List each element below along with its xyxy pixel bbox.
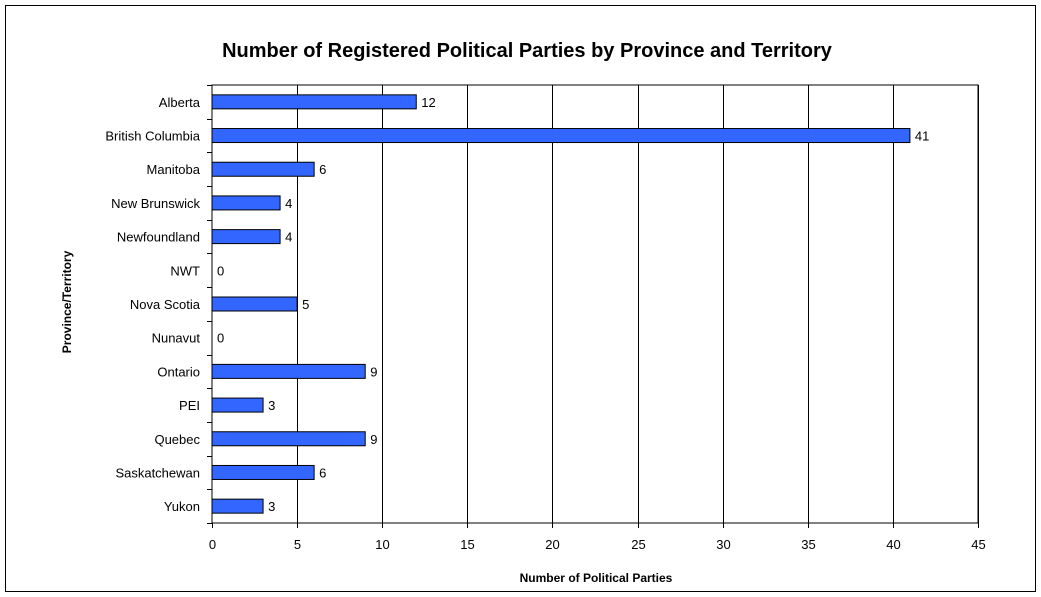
- x-tick-label: 0: [209, 537, 216, 552]
- bar: [211, 464, 315, 480]
- y-tick-label: NWT: [170, 263, 200, 278]
- bar: [211, 498, 264, 514]
- y-axis-title: Province/Territory: [60, 250, 74, 353]
- y-tick-label: PEI: [179, 398, 200, 413]
- data-label: 0: [217, 263, 224, 278]
- x-tick-label: 10: [375, 537, 389, 552]
- data-label: 4: [285, 196, 292, 211]
- data-label: 0: [217, 331, 224, 346]
- x-axis-tick-labels: 0 5 10 15 20 25 30 35 40 45: [209, 537, 986, 552]
- y-tick-label: Quebec: [154, 432, 200, 447]
- bars: [211, 94, 911, 514]
- y-tick-label: Yukon: [164, 499, 200, 514]
- chart-frame: [5, 5, 1036, 592]
- y-tick-label: Nunavut: [152, 331, 201, 346]
- plot-border: [211, 84, 979, 524]
- x-tick-label: 40: [886, 537, 900, 552]
- y-tick-label: Newfoundland: [117, 230, 200, 245]
- gridlines: [207, 85, 979, 528]
- data-label: 4: [285, 230, 292, 245]
- y-tick-label: Alberta: [159, 95, 201, 110]
- data-label: 6: [319, 465, 326, 480]
- bar: [211, 128, 911, 144]
- data-label: 6: [319, 162, 326, 177]
- y-tick-label: Manitoba: [147, 162, 201, 177]
- y-axis-tick-labels: Alberta British Columbia Manitoba New Bruns…: [105, 95, 200, 514]
- bar: [211, 161, 315, 177]
- bar: [211, 296, 298, 312]
- bar: [211, 94, 417, 110]
- data-label: 12: [421, 95, 435, 110]
- y-tick-label: British Columbia: [105, 129, 200, 144]
- data-label: 9: [370, 432, 377, 447]
- x-tick-label: 5: [294, 537, 301, 552]
- x-tick-label: 35: [801, 537, 815, 552]
- bar: [211, 363, 366, 379]
- y-tick-label: Ontario: [157, 364, 200, 379]
- y-tick-label: Saskatchewan: [115, 465, 200, 480]
- data-label: 9: [370, 364, 377, 379]
- x-tick-label: 25: [631, 537, 645, 552]
- plot-area: [211, 84, 979, 524]
- y-tick-label: Nova Scotia: [130, 297, 201, 312]
- y-tick-label: New Brunswick: [111, 196, 200, 211]
- x-tick-label: 45: [971, 537, 985, 552]
- data-labels: 12 41 6 4 4 0 5 0 9 3 9 6 3: [217, 95, 929, 514]
- bar: [211, 397, 264, 413]
- x-tick-label: 15: [460, 537, 474, 552]
- chart-title: Number of Registered Political Parties b…: [222, 40, 833, 62]
- x-axis-title: Number of Political Parties: [520, 571, 673, 585]
- bar: [211, 431, 366, 447]
- x-tick-label: 30: [716, 537, 730, 552]
- data-label: 3: [268, 398, 275, 413]
- data-label: 41: [915, 129, 929, 144]
- bar: [211, 229, 281, 245]
- x-tick-label: 20: [545, 537, 559, 552]
- bar: [211, 195, 281, 211]
- data-label: 5: [302, 297, 309, 312]
- data-label: 3: [268, 499, 275, 514]
